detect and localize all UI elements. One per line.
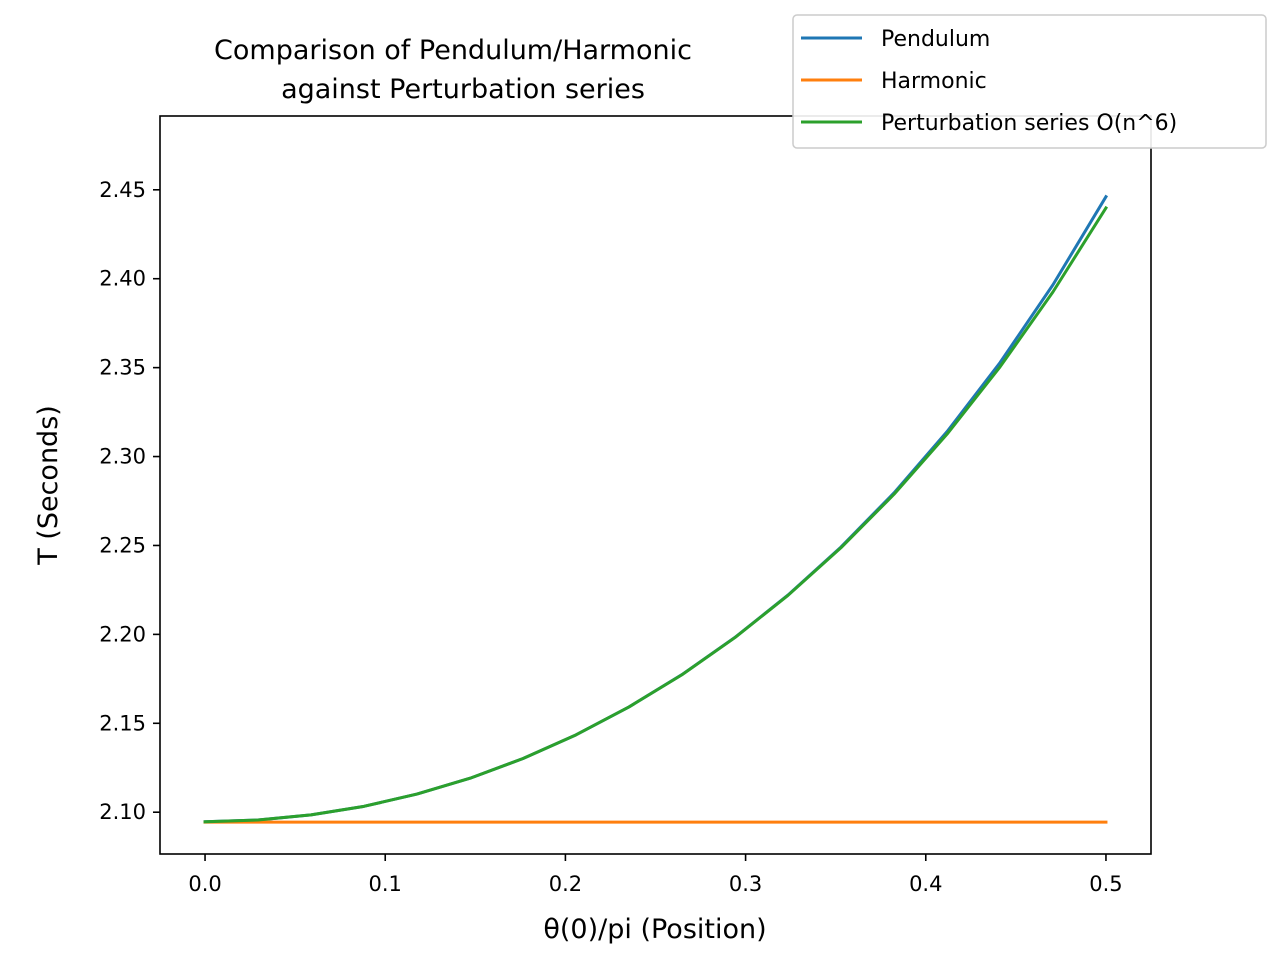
chart-title-line-2: against Perturbation series — [281, 74, 645, 105]
axis-ticks: 0.0 0.1 0.2 0.3 0.4 0.5 2.10 2.15 2.20 2.25 2.30 2.… — [99, 178, 1122, 896]
legend-label: Pendulum — [881, 27, 990, 52]
x-tick-label: 0.0 — [188, 872, 221, 896]
x-tick-label: 0.2 — [549, 872, 582, 896]
y-tick-label: 2.10 — [99, 800, 146, 824]
plot-lines — [203, 194, 1109, 824]
legend-label: Harmonic — [881, 69, 987, 94]
chart-title-line-1: Comparison of Pendulum/Harmonic — [214, 35, 692, 66]
plot-area-frame — [159, 115, 1152, 855]
series-line-perturbation-series-o-n-6 — [203, 205, 1109, 824]
y-tick-label: 2.35 — [99, 356, 146, 380]
x-tick-label: 0.5 — [1089, 872, 1122, 896]
y-axis-label: T (Seconds) — [33, 405, 64, 566]
y-tick-label: 2.45 — [99, 178, 146, 202]
legend-box — [792, 14, 1267, 149]
y-tick-label: 2.40 — [99, 267, 146, 291]
series-line-pendulum — [203, 194, 1109, 824]
legend-label: Perturbation series O(n^6) — [881, 111, 1177, 136]
x-axis-label: θ(0)/pi (Position) — [543, 914, 766, 945]
legend: Pendulum Harmonic Perturbation series O(n^… — [792, 14, 1267, 149]
y-tick-label: 2.15 — [99, 711, 146, 735]
x-tick-label: 0.3 — [729, 872, 762, 896]
y-tick-label: 2.25 — [99, 533, 146, 557]
x-tick-label: 0.1 — [369, 872, 402, 896]
x-tick-label: 0.4 — [909, 872, 942, 896]
y-tick-label: 2.20 — [99, 622, 146, 646]
y-tick-label: 2.30 — [99, 445, 146, 469]
